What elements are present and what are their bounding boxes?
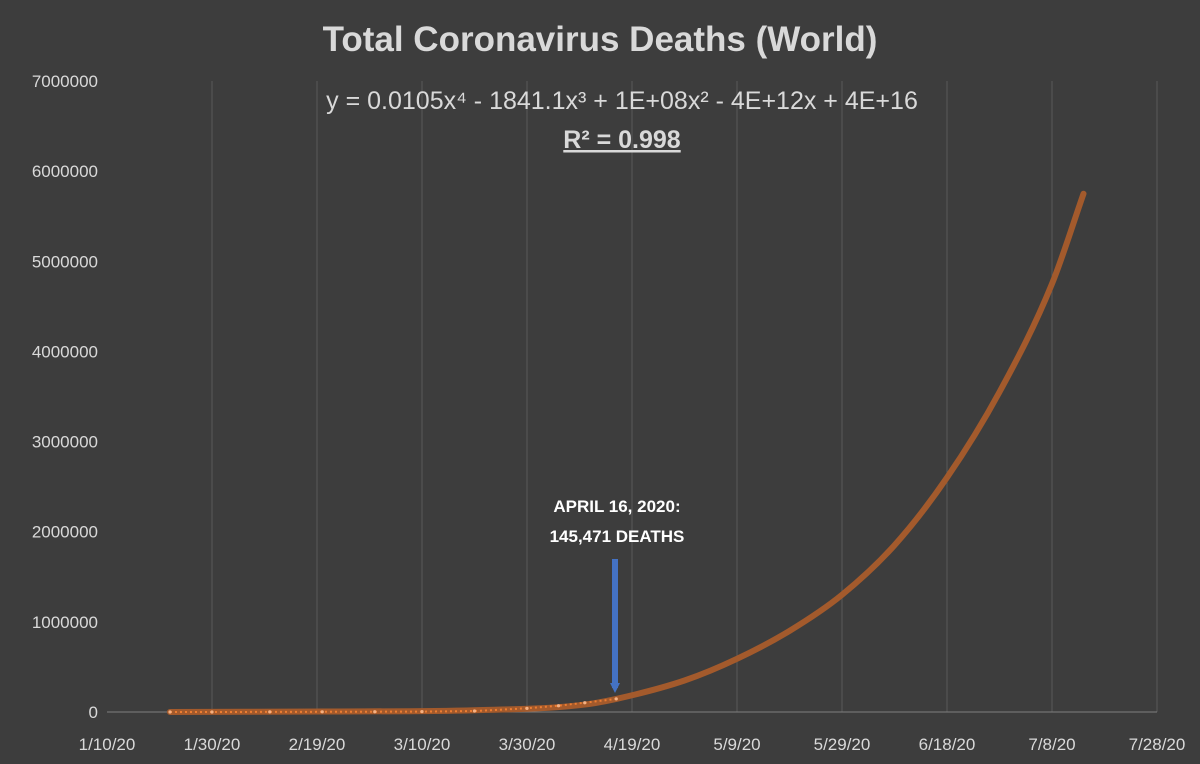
chart-title: Total Coronavirus Deaths (World) [323,20,878,59]
trendline-equation: y = 0.0105x⁴ - 1841.1x³ + 1E+08x² - 4E+1… [326,87,918,115]
y-tick-label: 0 [89,703,98,722]
data-point [268,710,272,714]
data-point [320,710,324,714]
data-point [420,710,424,714]
x-tick-label: 4/19/20 [604,735,661,754]
annotation-date: APRIL 16, 2020: [553,497,680,516]
x-tick-label: 3/30/20 [499,735,556,754]
data-point [583,701,587,705]
data-points [168,697,618,714]
x-tick-label: 7/8/20 [1028,735,1075,754]
annotation-deaths: 145,471 DEATHS [550,527,685,546]
x-tick-label: 7/28/20 [1129,735,1186,754]
data-point [472,709,477,713]
x-tick-label: 1/10/20 [79,735,136,754]
grid [211,81,1158,712]
r-squared-label: R² = 0.998 [563,126,681,154]
data-point [525,706,529,710]
x-tick-label: 1/30/20 [184,735,241,754]
x-tick-label: 5/9/20 [713,735,760,754]
data-point [556,704,561,708]
x-tick-label: 5/29/20 [814,735,871,754]
y-axis-ticks: 0 1000000 2000000 3000000 4000000 5000000 6000… [32,72,98,722]
y-tick-label: 1000000 [32,613,98,632]
data-point [210,710,214,714]
x-axis-ticks: 1/10/20 1/30/20 2/19/20 3/10/20 3/30/20 4/19/… [79,735,1186,754]
data-point [614,697,618,701]
trendline [167,190,1087,715]
y-tick-label: 2000000 [32,523,98,542]
y-tick-label: 6000000 [32,162,98,181]
x-tick-label: 2/19/20 [289,735,346,754]
x-tick-label: 3/10/20 [394,735,451,754]
x-tick-label: 6/18/20 [919,735,976,754]
y-tick-label: 7000000 [32,72,98,91]
data-point [373,710,377,714]
data-point [168,710,172,714]
observed-series-line [170,697,617,713]
y-tick-label: 5000000 [32,252,98,271]
y-tick-label: 3000000 [32,433,98,452]
y-tick-label: 4000000 [32,342,98,361]
